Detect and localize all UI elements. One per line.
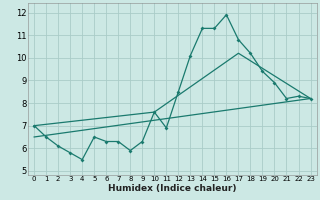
X-axis label: Humidex (Indice chaleur): Humidex (Indice chaleur): [108, 184, 236, 193]
